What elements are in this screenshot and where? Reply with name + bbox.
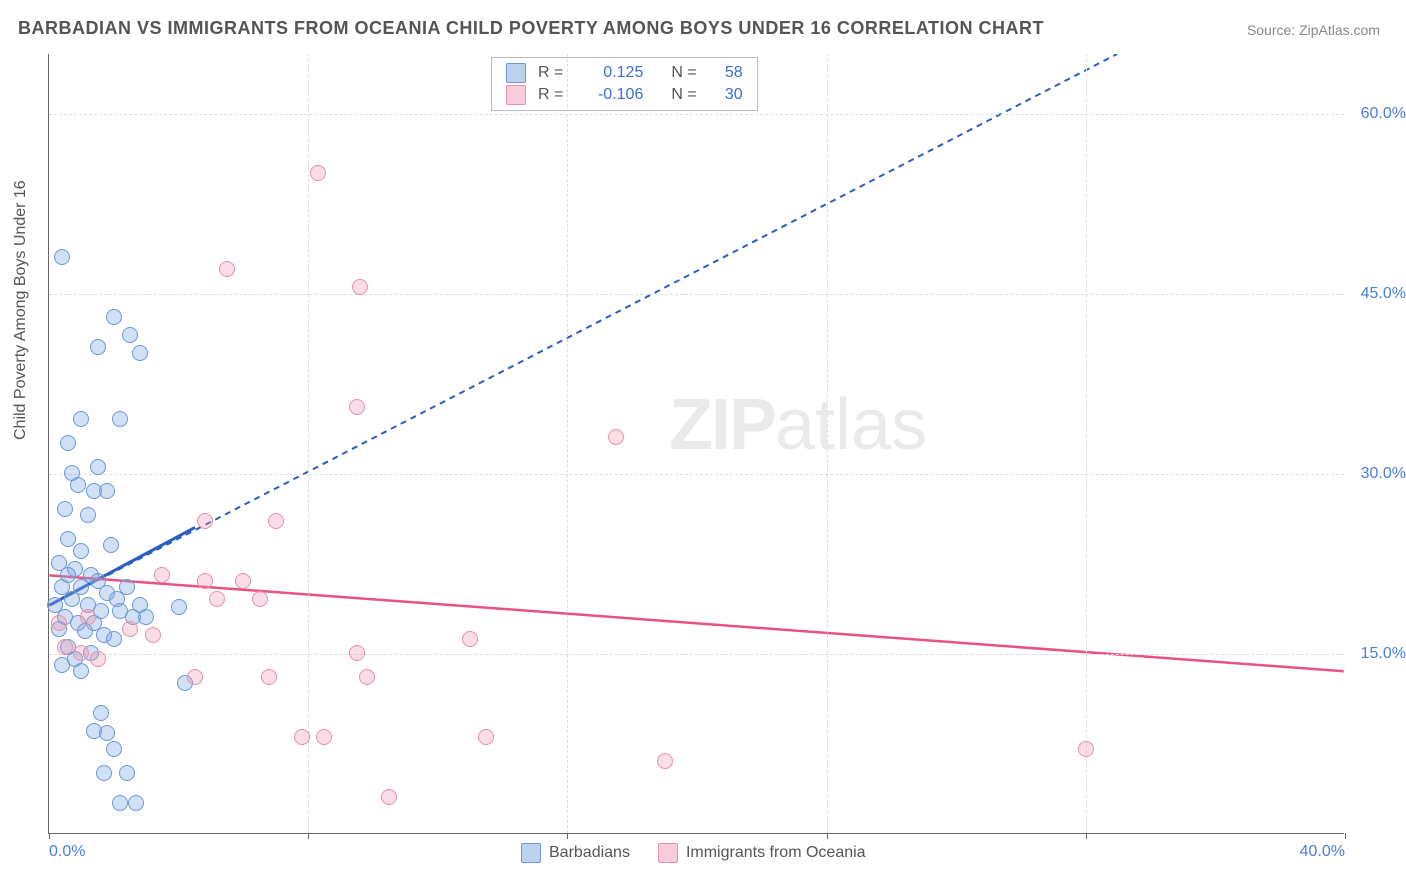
y-tick-label: 60.0%: [1350, 105, 1406, 123]
stat-row-0: R = 0.125 N = 58: [492, 62, 757, 84]
data-point: [99, 483, 115, 499]
data-point: [57, 639, 73, 655]
data-point: [64, 591, 80, 607]
data-point: [1078, 741, 1094, 757]
data-point: [171, 599, 187, 615]
x-tick-mark: [49, 833, 50, 839]
chart-title: BARBADIAN VS IMMIGRANTS FROM OCEANIA CHI…: [18, 18, 1044, 39]
data-point: [268, 513, 284, 529]
data-point: [54, 249, 70, 265]
swatch-series-0: [506, 63, 526, 83]
data-point: [145, 627, 161, 643]
data-point: [349, 645, 365, 661]
data-point: [209, 591, 225, 607]
data-point: [112, 411, 128, 427]
plot-area: ZIPatlas R = 0.125 N = 58 R = -0.106 N =…: [48, 54, 1344, 834]
data-point: [112, 795, 128, 811]
data-point: [462, 631, 478, 647]
bottom-legend: Barbadians Immigrants from Oceania: [521, 843, 866, 863]
data-point: [122, 327, 138, 343]
x-tick-label: 0.0%: [49, 843, 85, 861]
data-point: [106, 631, 122, 647]
x-tick-mark: [1086, 833, 1087, 839]
gridline-v: [567, 54, 568, 833]
data-point: [197, 513, 213, 529]
y-axis-title: Child Poverty Among Boys Under 16: [12, 180, 30, 440]
swatch-series-1: [506, 85, 526, 105]
data-point: [73, 663, 89, 679]
data-point: [154, 567, 170, 583]
x-tick-mark: [827, 833, 828, 839]
swatch-series-1: [658, 843, 678, 863]
x-tick-mark: [308, 833, 309, 839]
y-tick-label: 15.0%: [1350, 645, 1406, 663]
data-point: [80, 609, 96, 625]
data-point: [106, 309, 122, 325]
data-point: [106, 741, 122, 757]
data-point: [80, 507, 96, 523]
data-point: [316, 729, 332, 745]
x-tick-mark: [1345, 833, 1346, 839]
y-tick-label: 45.0%: [1350, 285, 1406, 303]
data-point: [122, 621, 138, 637]
data-point: [608, 429, 624, 445]
data-point: [657, 753, 673, 769]
data-point: [197, 573, 213, 589]
data-point: [54, 657, 70, 673]
data-point: [57, 501, 73, 517]
data-point: [51, 615, 67, 631]
data-point: [294, 729, 310, 745]
data-point: [261, 669, 277, 685]
y-tick-label: 30.0%: [1350, 465, 1406, 483]
source-attribution: Source: ZipAtlas.com: [1247, 22, 1380, 38]
data-point: [90, 339, 106, 355]
data-point: [128, 795, 144, 811]
data-point: [73, 645, 89, 661]
gridline-h: [49, 114, 1344, 115]
data-point: [310, 165, 326, 181]
data-point: [219, 261, 235, 277]
data-point: [138, 609, 154, 625]
trend-line-1: [49, 575, 1343, 671]
data-point: [64, 465, 80, 481]
watermark: ZIPatlas: [669, 384, 927, 466]
data-point: [93, 705, 109, 721]
x-tick-mark: [567, 833, 568, 839]
data-point: [60, 435, 76, 451]
data-point: [90, 651, 106, 667]
data-point: [381, 789, 397, 805]
data-point: [73, 543, 89, 559]
data-point: [132, 345, 148, 361]
stat-legend: R = 0.125 N = 58 R = -0.106 N = 30: [491, 57, 758, 111]
data-point: [119, 765, 135, 781]
gridline-h: [49, 294, 1344, 295]
x-tick-label: 40.0%: [1300, 843, 1345, 861]
data-point: [77, 623, 93, 639]
data-point: [252, 591, 268, 607]
stat-row-1: R = -0.106 N = 30: [492, 84, 757, 106]
data-point: [60, 531, 76, 547]
legend-item-0: Barbadians: [521, 843, 630, 863]
data-point: [187, 669, 203, 685]
data-point: [119, 579, 135, 595]
data-point: [90, 459, 106, 475]
data-point: [235, 573, 251, 589]
data-point: [349, 399, 365, 415]
data-point: [352, 279, 368, 295]
trend-lines-layer: [49, 54, 1344, 833]
legend-item-1: Immigrants from Oceania: [658, 843, 866, 863]
data-point: [103, 537, 119, 553]
gridline-h: [49, 654, 1344, 655]
data-point: [96, 765, 112, 781]
data-point: [99, 725, 115, 741]
swatch-series-0: [521, 843, 541, 863]
data-point: [478, 729, 494, 745]
gridline-h: [49, 474, 1344, 475]
gridline-v: [1086, 54, 1087, 833]
data-point: [359, 669, 375, 685]
data-point: [73, 411, 89, 427]
gridline-v: [827, 54, 828, 833]
